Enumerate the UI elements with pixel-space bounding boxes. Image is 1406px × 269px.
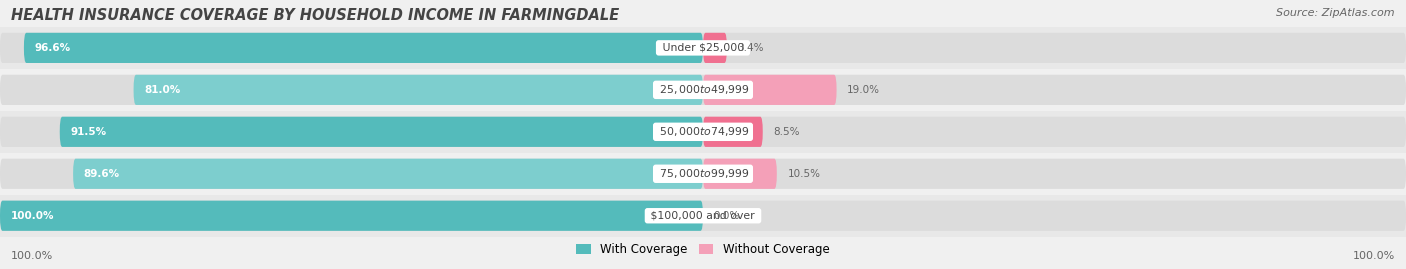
Bar <box>0 111 1406 153</box>
FancyBboxPatch shape <box>134 75 703 105</box>
Text: 91.5%: 91.5% <box>70 127 107 137</box>
Bar <box>0 69 1406 111</box>
FancyBboxPatch shape <box>703 117 762 147</box>
FancyBboxPatch shape <box>0 75 1406 105</box>
Text: Source: ZipAtlas.com: Source: ZipAtlas.com <box>1277 8 1395 18</box>
Text: 81.0%: 81.0% <box>145 85 180 95</box>
FancyBboxPatch shape <box>24 33 703 63</box>
Text: Under $25,000: Under $25,000 <box>658 43 748 53</box>
FancyBboxPatch shape <box>0 159 1406 189</box>
FancyBboxPatch shape <box>703 33 727 63</box>
Text: 100.0%: 100.0% <box>11 250 53 261</box>
FancyBboxPatch shape <box>59 117 703 147</box>
Text: 89.6%: 89.6% <box>84 169 120 179</box>
Text: $25,000 to $49,999: $25,000 to $49,999 <box>655 83 751 96</box>
Text: 10.5%: 10.5% <box>787 169 820 179</box>
Text: 19.0%: 19.0% <box>846 85 880 95</box>
Text: 3.4%: 3.4% <box>738 43 763 53</box>
Bar <box>0 153 1406 195</box>
FancyBboxPatch shape <box>0 201 703 231</box>
Text: 0.0%: 0.0% <box>713 211 740 221</box>
FancyBboxPatch shape <box>0 33 1406 63</box>
Text: $50,000 to $74,999: $50,000 to $74,999 <box>655 125 751 138</box>
FancyBboxPatch shape <box>0 117 1406 147</box>
Text: 100.0%: 100.0% <box>1353 250 1395 261</box>
Text: $75,000 to $99,999: $75,000 to $99,999 <box>655 167 751 180</box>
Legend: With Coverage, Without Coverage: With Coverage, Without Coverage <box>572 238 834 260</box>
Bar <box>0 27 1406 69</box>
Text: HEALTH INSURANCE COVERAGE BY HOUSEHOLD INCOME IN FARMINGDALE: HEALTH INSURANCE COVERAGE BY HOUSEHOLD I… <box>11 8 620 23</box>
FancyBboxPatch shape <box>0 201 1406 231</box>
Text: 96.6%: 96.6% <box>35 43 70 53</box>
FancyBboxPatch shape <box>703 159 778 189</box>
Bar <box>0 195 1406 237</box>
Text: 8.5%: 8.5% <box>773 127 800 137</box>
Text: 100.0%: 100.0% <box>10 211 53 221</box>
FancyBboxPatch shape <box>703 75 837 105</box>
Text: $100,000 and over: $100,000 and over <box>647 211 759 221</box>
FancyBboxPatch shape <box>73 159 703 189</box>
